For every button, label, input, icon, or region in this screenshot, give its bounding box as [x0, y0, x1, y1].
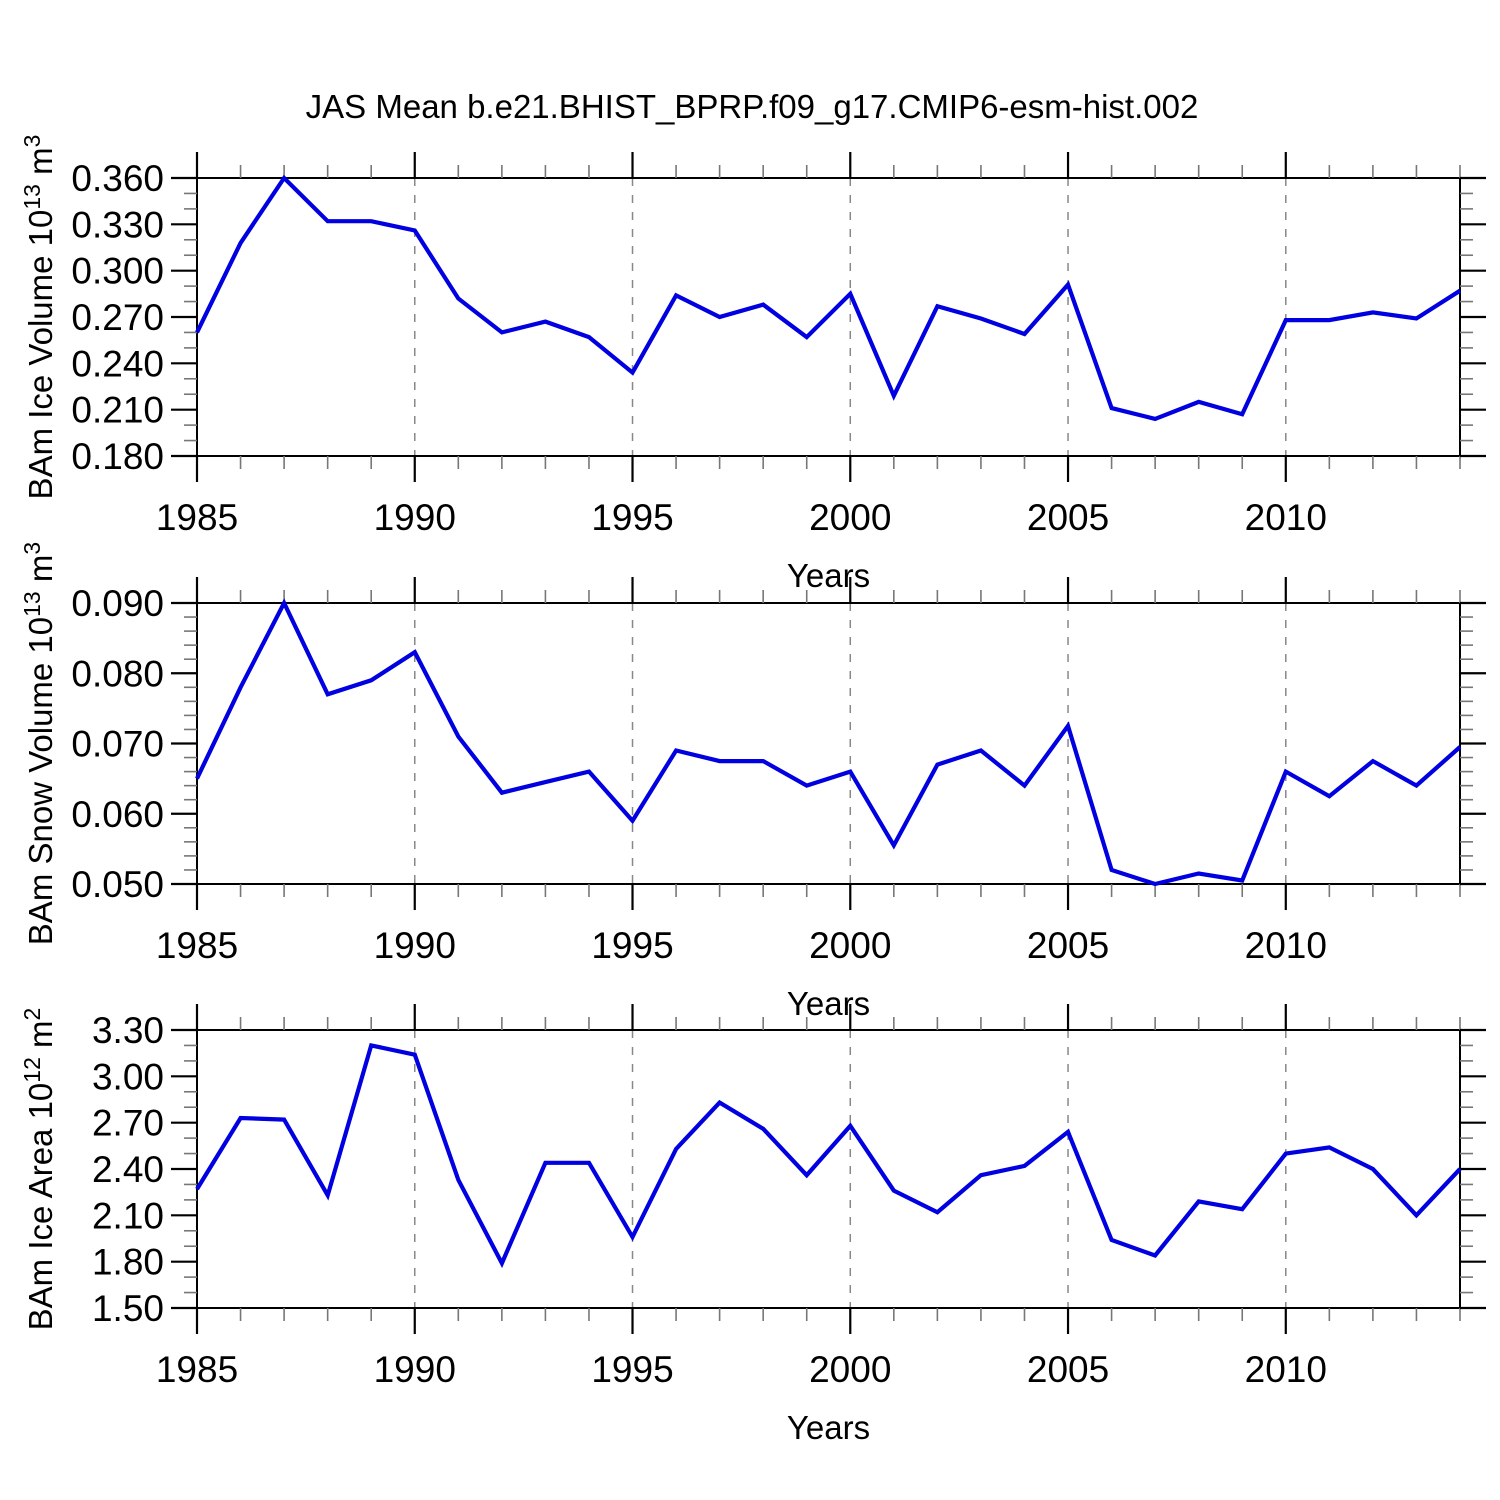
series-line-bam-ice-area [195, 1042, 1462, 1269]
x-tick-label: 2010 [1245, 497, 1327, 538]
x-axis-label: Years [787, 1409, 870, 1446]
y-tick-label: 0.240 [71, 343, 164, 384]
y-tick-label: 2.70 [92, 1103, 164, 1144]
x-tick-label: 1990 [374, 497, 456, 538]
y-axis-label: BAm Ice Volume 1013 m3 [19, 135, 59, 500]
y-tick-label: 0.180 [71, 436, 164, 477]
y-tick-label: 0.360 [71, 158, 164, 199]
panel-bam-ice-volume: 0.180 0.210 0.240 0.270 0.300 0.330 0.360 1985 1… [19, 135, 1486, 594]
y-tick-label: 0.330 [71, 204, 164, 245]
series-line-bam-snow-volume [195, 598, 1462, 887]
x-axis-label: Years [787, 557, 870, 594]
series-line-bam-ice-volume [195, 174, 1462, 422]
y-tick-label: 1.50 [92, 1288, 164, 1329]
x-tick-label: 1990 [374, 925, 456, 966]
x-tick-label: 1995 [591, 1349, 673, 1390]
y-tick-label: 0.090 [71, 583, 164, 624]
x-tick-label: 2005 [1027, 497, 1109, 538]
panel-frame [196, 1029, 1461, 1309]
x-axis-label: Years [787, 985, 870, 1022]
y-tick-label: 0.050 [71, 864, 164, 905]
y-tick-label: 2.10 [92, 1195, 164, 1236]
y-tick-label: 2.40 [92, 1149, 164, 1190]
y-tick-label: 0.300 [71, 251, 164, 292]
x-tick-label: 2005 [1027, 925, 1109, 966]
x-tick-label: 1990 [374, 1349, 456, 1390]
y-tick-label: 3.00 [92, 1056, 164, 1097]
y-tick-label: 0.060 [71, 794, 164, 835]
y-tick-label: 1.80 [92, 1242, 164, 1283]
x-tick-label: 2000 [809, 925, 891, 966]
y-axis-label: BAm Snow Volume 1013 m3 [19, 542, 59, 945]
y-tick-label: 0.210 [71, 390, 164, 431]
x-tick-label: 1985 [156, 1349, 238, 1390]
x-tick-label: 2005 [1027, 1349, 1109, 1390]
chart-title: JAS Mean b.e21.BHIST_BPRP.f09_g17.CMIP6-… [305, 88, 1199, 125]
y-axis-label: BAm Ice Area 1012 m2 [19, 1008, 59, 1331]
panel-bam-snow-volume: 0.050 0.060 0.070 0.080 0.090 1985 1990 1995 200… [19, 542, 1486, 1022]
y-tick-label: 3.30 [92, 1010, 164, 1051]
x-tick-label: 1985 [156, 497, 238, 538]
y-tick-label: 0.270 [71, 297, 164, 338]
x-tick-label: 2000 [809, 1349, 891, 1390]
y-tick-label: 0.070 [71, 724, 164, 765]
x-tick-label: 1985 [156, 925, 238, 966]
panel-frame [196, 602, 1461, 885]
x-tick-label: 2010 [1245, 1349, 1327, 1390]
x-tick-label: 2000 [809, 497, 891, 538]
x-tick-label: 1995 [591, 925, 673, 966]
x-tick-label: 2010 [1245, 925, 1327, 966]
y-tick-label: 0.080 [71, 653, 164, 694]
panel-bam-ice-area: 1.50 1.80 2.10 2.40 2.70 3.00 3.30 1985 1990 1995… [19, 1004, 1486, 1446]
x-tick-label: 1995 [591, 497, 673, 538]
